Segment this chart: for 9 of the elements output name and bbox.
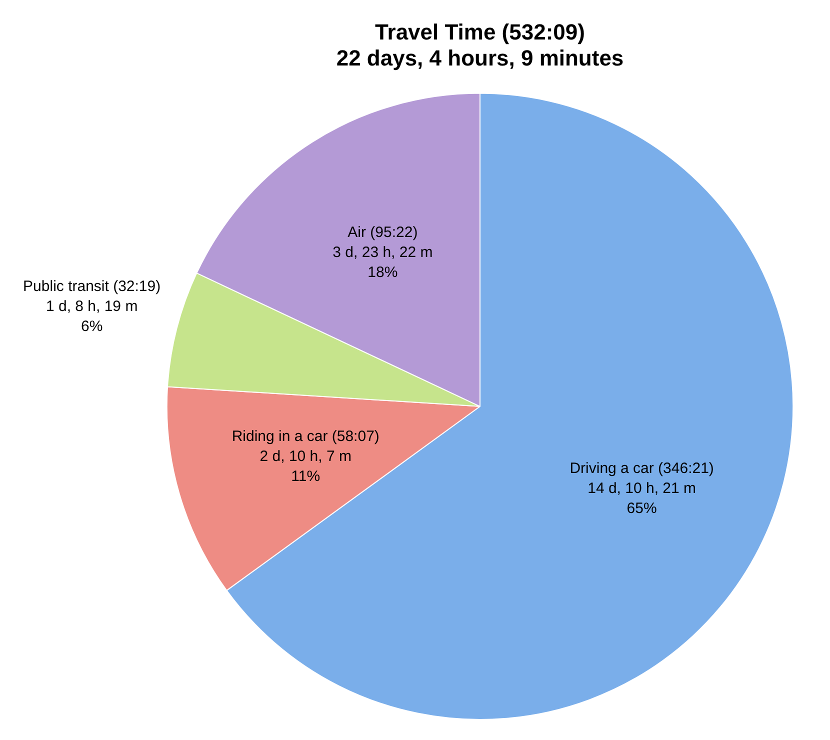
slice-label: Air (95:22) — [348, 224, 418, 242]
slice-label: Public transit (32:19) — [23, 278, 161, 295]
slice-label: Riding in a car (58:07) — [232, 428, 380, 446]
slice-label: Driving a car (346:21) — [570, 460, 714, 477]
data-label: 14 d, 10 h, 21 m 65% — [588, 480, 696, 517]
data-label: 1 d, 8 h, 19 m 6% — [46, 298, 138, 335]
chart-title: Travel Time (532:09) 22 days, 4 hours, 9 minutes — [336, 19, 624, 71]
data-label: 3 d, 23 h, 22 m 18% — [332, 244, 433, 282]
data-label: 2 d, 10 h, 7 m 11% — [260, 448, 352, 486]
